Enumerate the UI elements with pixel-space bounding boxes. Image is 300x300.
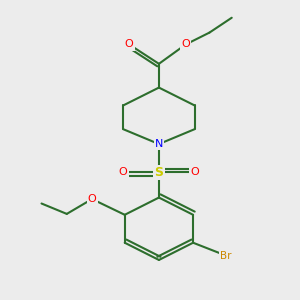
Text: S: S: [154, 166, 164, 179]
Text: N: N: [155, 139, 163, 149]
Text: O: O: [88, 194, 96, 204]
Text: O: O: [190, 167, 199, 177]
Text: Br: Br: [220, 250, 232, 260]
Text: O: O: [181, 40, 190, 50]
Text: O: O: [119, 167, 128, 177]
Text: O: O: [125, 40, 134, 50]
